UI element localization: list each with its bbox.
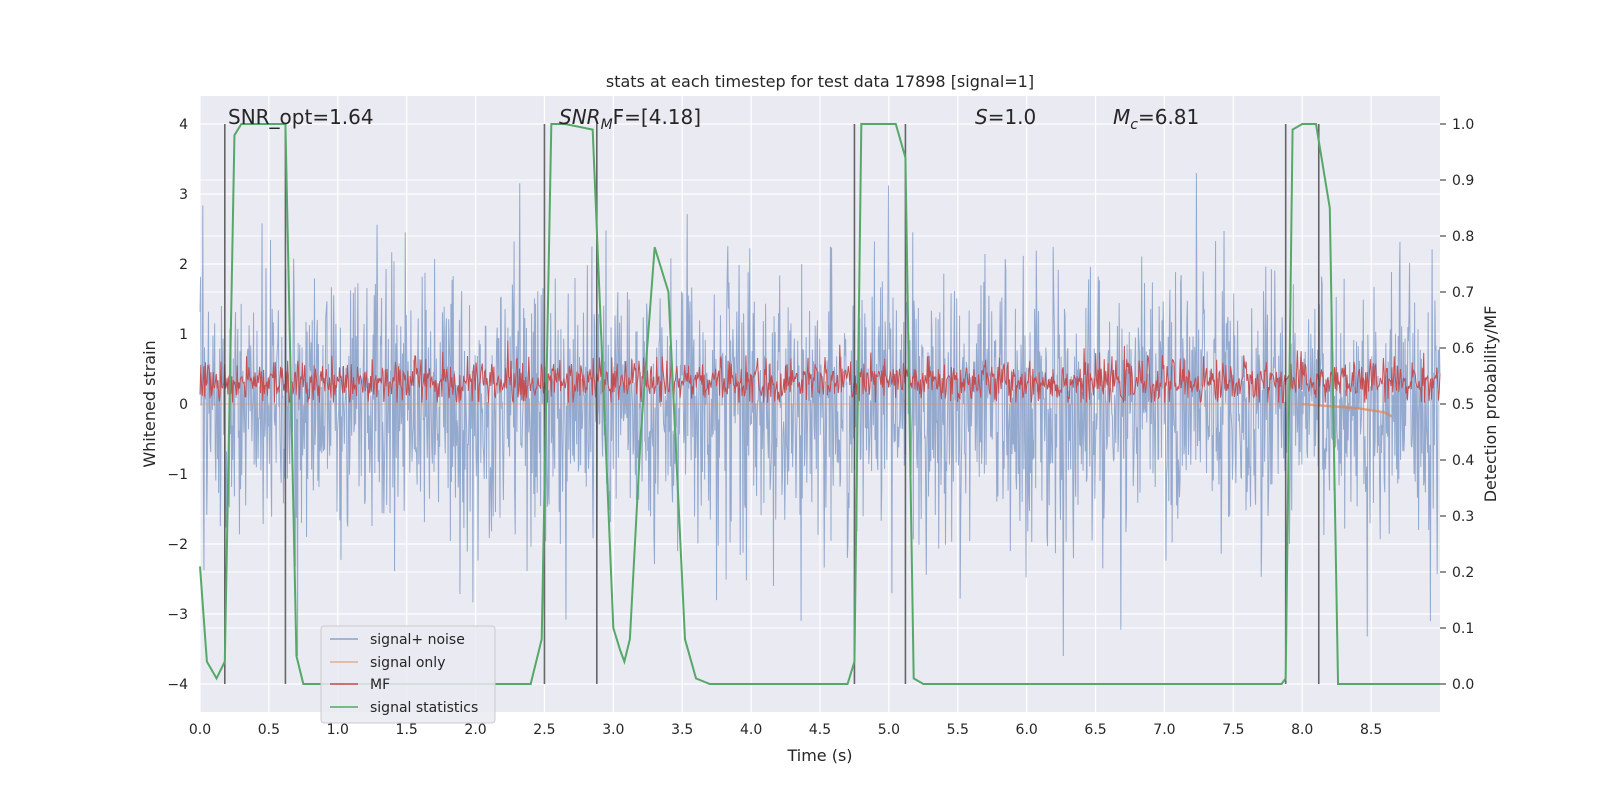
y-tick-label-4: 0	[179, 397, 188, 413]
y-tick-right-label-5: 0.5	[1452, 397, 1474, 413]
legend-label-signal-only: signal only	[370, 655, 445, 671]
mc-symbol: M	[1113, 105, 1130, 129]
y-tick-right-label-0: 0.0	[1452, 677, 1474, 693]
y-ticks: −4 −3 −2 −1 0 1 2 3 4	[167, 117, 188, 693]
y-tick-label-0: −4	[167, 677, 188, 693]
legend-label-signal-statistics: signal statistics	[370, 700, 478, 716]
mc-value: =6.81	[1138, 105, 1199, 129]
x-tick-label-10: 5.0	[878, 722, 900, 738]
y-tick-right-label-1: 0.1	[1452, 621, 1474, 637]
y-tick-label-6: 2	[179, 257, 188, 273]
y-axis-label: Whitened strain	[140, 340, 159, 467]
x-tick-label-17: 8.5	[1360, 722, 1382, 738]
x-tick-label-1: 0.5	[258, 722, 280, 738]
x-tick-label-12: 6.0	[1016, 722, 1038, 738]
y-tick-right-label-4: 0.4	[1452, 453, 1474, 469]
signal-only-series	[200, 402, 1393, 418]
y-tick-right-label-3: 0.3	[1452, 509, 1474, 525]
chart-title: stats at each timestep for test data 178…	[606, 72, 1034, 91]
y-axis-right-label: Detection probability/MF	[1481, 306, 1500, 503]
x-tick-label-0: 0.0	[189, 722, 211, 738]
x-tick-label-4: 2.0	[464, 722, 486, 738]
y-tick-label-8: 4	[179, 117, 188, 133]
snr-mf-symbol: SNR	[559, 105, 601, 129]
s-value: =1.0	[988, 105, 1037, 129]
x-tick-label-13: 6.5	[1084, 722, 1106, 738]
annotation-mc: Mc=6.81	[1113, 105, 1199, 133]
signal-only-line	[1302, 402, 1393, 418]
vertical-markers	[224, 124, 1320, 684]
x-tick-label-14: 7.0	[1153, 722, 1175, 738]
mc-subscript: c	[1130, 117, 1138, 133]
annotation-snr-opt: SNR_opt=1.64	[228, 105, 374, 129]
y-tick-label-5: 1	[179, 327, 188, 343]
y-ticks-right: 0.0 0.1 0.2 0.3 0.4 0.5 0.6 0.7 0.8 0.9 1.0	[1440, 117, 1474, 693]
snr-mf-value: F=[4.18]	[613, 105, 701, 129]
x-tick-label-15: 7.5	[1222, 722, 1244, 738]
mf-series	[199, 340, 1441, 404]
s-symbol: S	[975, 105, 988, 129]
x-tick-label-3: 1.5	[396, 722, 418, 738]
legend-label-mf: MF	[370, 677, 390, 693]
snr-mf-subscript: M	[601, 117, 613, 133]
x-tick-label-5: 2.5	[533, 722, 555, 738]
x-tick-label-11: 5.5	[947, 722, 969, 738]
x-axis-label: Time (s)	[786, 746, 852, 765]
y-tick-right-label-9: 0.9	[1452, 173, 1474, 189]
signal-statistics-series	[199, 123, 1440, 685]
y-tick-right-label-10: 1.0	[1452, 117, 1474, 133]
y-tick-label-7: 3	[179, 187, 188, 203]
x-tick-label-7: 3.5	[671, 722, 693, 738]
x-ticks: 0.0 0.5 1.0 1.5 2.0 2.5 3.0 3.5 4.0 4.5 5.0 5.5 6.0 6…	[189, 722, 1382, 738]
x-tick-label-2: 1.0	[327, 722, 349, 738]
legend-label-signal-noise: signal+ noise	[370, 632, 465, 648]
x-tick-label-8: 4.0	[740, 722, 762, 738]
annotation-snr-mf: SNRMF=[4.18]	[559, 105, 701, 133]
x-tick-label-16: 8.0	[1291, 722, 1313, 738]
y-tick-right-label-8: 0.8	[1452, 229, 1474, 245]
y-tick-label-1: −3	[167, 607, 188, 623]
mf-line	[199, 340, 1441, 404]
x-tick-label-6: 3.0	[602, 722, 624, 738]
y-tick-label-2: −2	[167, 537, 188, 553]
y-tick-right-label-2: 0.2	[1452, 565, 1474, 581]
legend-box	[320, 625, 496, 724]
y-tick-right-label-7: 0.7	[1452, 285, 1474, 301]
annotation-s: S=1.0	[975, 105, 1036, 129]
x-tick-label-9: 4.5	[809, 722, 831, 738]
legend: signal+ noise signal only MF signal stat…	[320, 625, 496, 724]
signal-statistics-line	[199, 123, 1440, 685]
y-tick-right-label-6: 0.6	[1452, 341, 1474, 357]
y-tick-label-3: −1	[167, 467, 188, 483]
